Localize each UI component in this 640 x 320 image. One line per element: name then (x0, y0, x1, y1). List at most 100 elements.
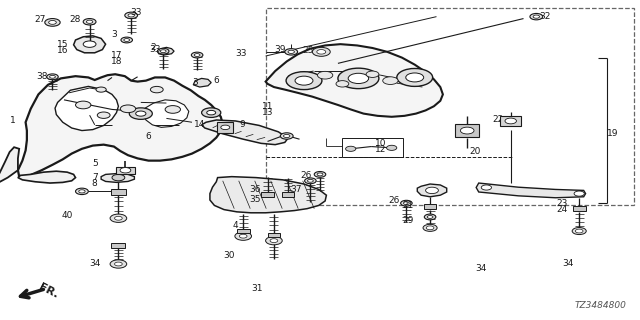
Circle shape (136, 111, 146, 116)
Text: 32: 32 (540, 12, 551, 21)
Text: 2: 2 (151, 43, 156, 52)
Circle shape (295, 76, 313, 85)
Polygon shape (74, 36, 106, 53)
Polygon shape (266, 44, 443, 117)
Bar (261, 192, 274, 197)
Bar (500, 116, 521, 126)
Text: 15: 15 (57, 40, 68, 49)
Text: 9: 9 (239, 120, 244, 129)
Text: 33: 33 (130, 8, 141, 17)
Circle shape (317, 71, 333, 79)
Circle shape (397, 68, 433, 86)
Text: 11: 11 (262, 102, 273, 111)
Circle shape (120, 105, 136, 113)
Circle shape (86, 20, 93, 23)
Text: 29: 29 (403, 216, 414, 225)
Bar (237, 229, 250, 233)
Text: 6: 6 (146, 132, 151, 141)
Circle shape (533, 15, 540, 18)
Text: 34: 34 (89, 259, 100, 268)
Text: 31: 31 (252, 284, 263, 293)
Circle shape (128, 14, 134, 17)
Circle shape (530, 13, 543, 20)
Text: 3: 3 (111, 30, 116, 39)
Circle shape (317, 173, 323, 176)
Circle shape (366, 71, 379, 77)
Text: 3: 3 (193, 78, 198, 87)
Circle shape (83, 19, 96, 25)
Circle shape (426, 187, 438, 194)
Circle shape (286, 72, 322, 90)
Circle shape (221, 125, 230, 130)
Circle shape (191, 52, 203, 58)
Circle shape (406, 73, 424, 82)
Bar (424, 204, 436, 209)
Circle shape (572, 228, 586, 235)
Circle shape (401, 200, 412, 206)
Text: 25: 25 (303, 46, 314, 55)
Circle shape (120, 168, 131, 173)
Circle shape (266, 236, 282, 245)
Circle shape (235, 232, 252, 240)
Text: 21: 21 (403, 201, 414, 210)
Circle shape (314, 172, 326, 177)
Circle shape (348, 73, 369, 84)
Text: 24: 24 (556, 205, 568, 214)
Circle shape (481, 185, 492, 190)
Text: 1: 1 (10, 116, 15, 125)
Circle shape (346, 146, 356, 151)
Circle shape (115, 216, 122, 220)
Circle shape (575, 229, 583, 233)
Text: 7: 7 (92, 173, 97, 182)
Text: 6: 6 (214, 76, 219, 85)
Text: 27: 27 (35, 15, 46, 24)
Bar (266, 8, 634, 205)
Circle shape (424, 214, 436, 220)
Text: 26: 26 (300, 171, 312, 180)
Circle shape (207, 110, 216, 115)
Text: 33: 33 (235, 49, 246, 58)
Circle shape (110, 214, 127, 222)
Text: 34: 34 (563, 259, 574, 268)
Text: 20: 20 (469, 147, 481, 156)
Polygon shape (101, 173, 134, 182)
Text: 35: 35 (249, 196, 260, 204)
Text: 12: 12 (375, 145, 387, 154)
Polygon shape (55, 86, 118, 131)
Circle shape (202, 108, 221, 117)
Circle shape (423, 224, 437, 231)
Circle shape (45, 19, 60, 26)
Circle shape (165, 106, 180, 113)
Text: 17: 17 (111, 51, 122, 60)
Circle shape (280, 133, 293, 139)
Circle shape (115, 262, 122, 266)
Circle shape (195, 53, 200, 56)
Circle shape (312, 47, 330, 56)
Polygon shape (18, 74, 223, 178)
Circle shape (428, 216, 433, 218)
Text: 19: 19 (607, 129, 619, 138)
Circle shape (239, 234, 247, 238)
Text: 8: 8 (92, 180, 97, 188)
Text: FR.: FR. (37, 282, 60, 300)
Bar (573, 206, 586, 211)
Text: 28: 28 (70, 15, 81, 24)
Text: 16: 16 (57, 46, 68, 55)
Circle shape (307, 179, 314, 182)
Circle shape (110, 260, 127, 268)
Text: 18: 18 (111, 57, 122, 66)
Bar (342, 138, 403, 157)
Bar (455, 124, 479, 137)
Circle shape (160, 50, 166, 52)
Polygon shape (202, 120, 288, 145)
Circle shape (285, 49, 298, 55)
Text: 4: 4 (233, 221, 238, 230)
Circle shape (50, 76, 56, 78)
Polygon shape (142, 100, 189, 127)
Circle shape (83, 41, 96, 47)
Circle shape (125, 12, 138, 19)
Text: 30: 30 (223, 252, 235, 260)
Text: 23: 23 (556, 199, 568, 208)
Text: 14: 14 (194, 120, 205, 129)
Polygon shape (157, 47, 174, 55)
